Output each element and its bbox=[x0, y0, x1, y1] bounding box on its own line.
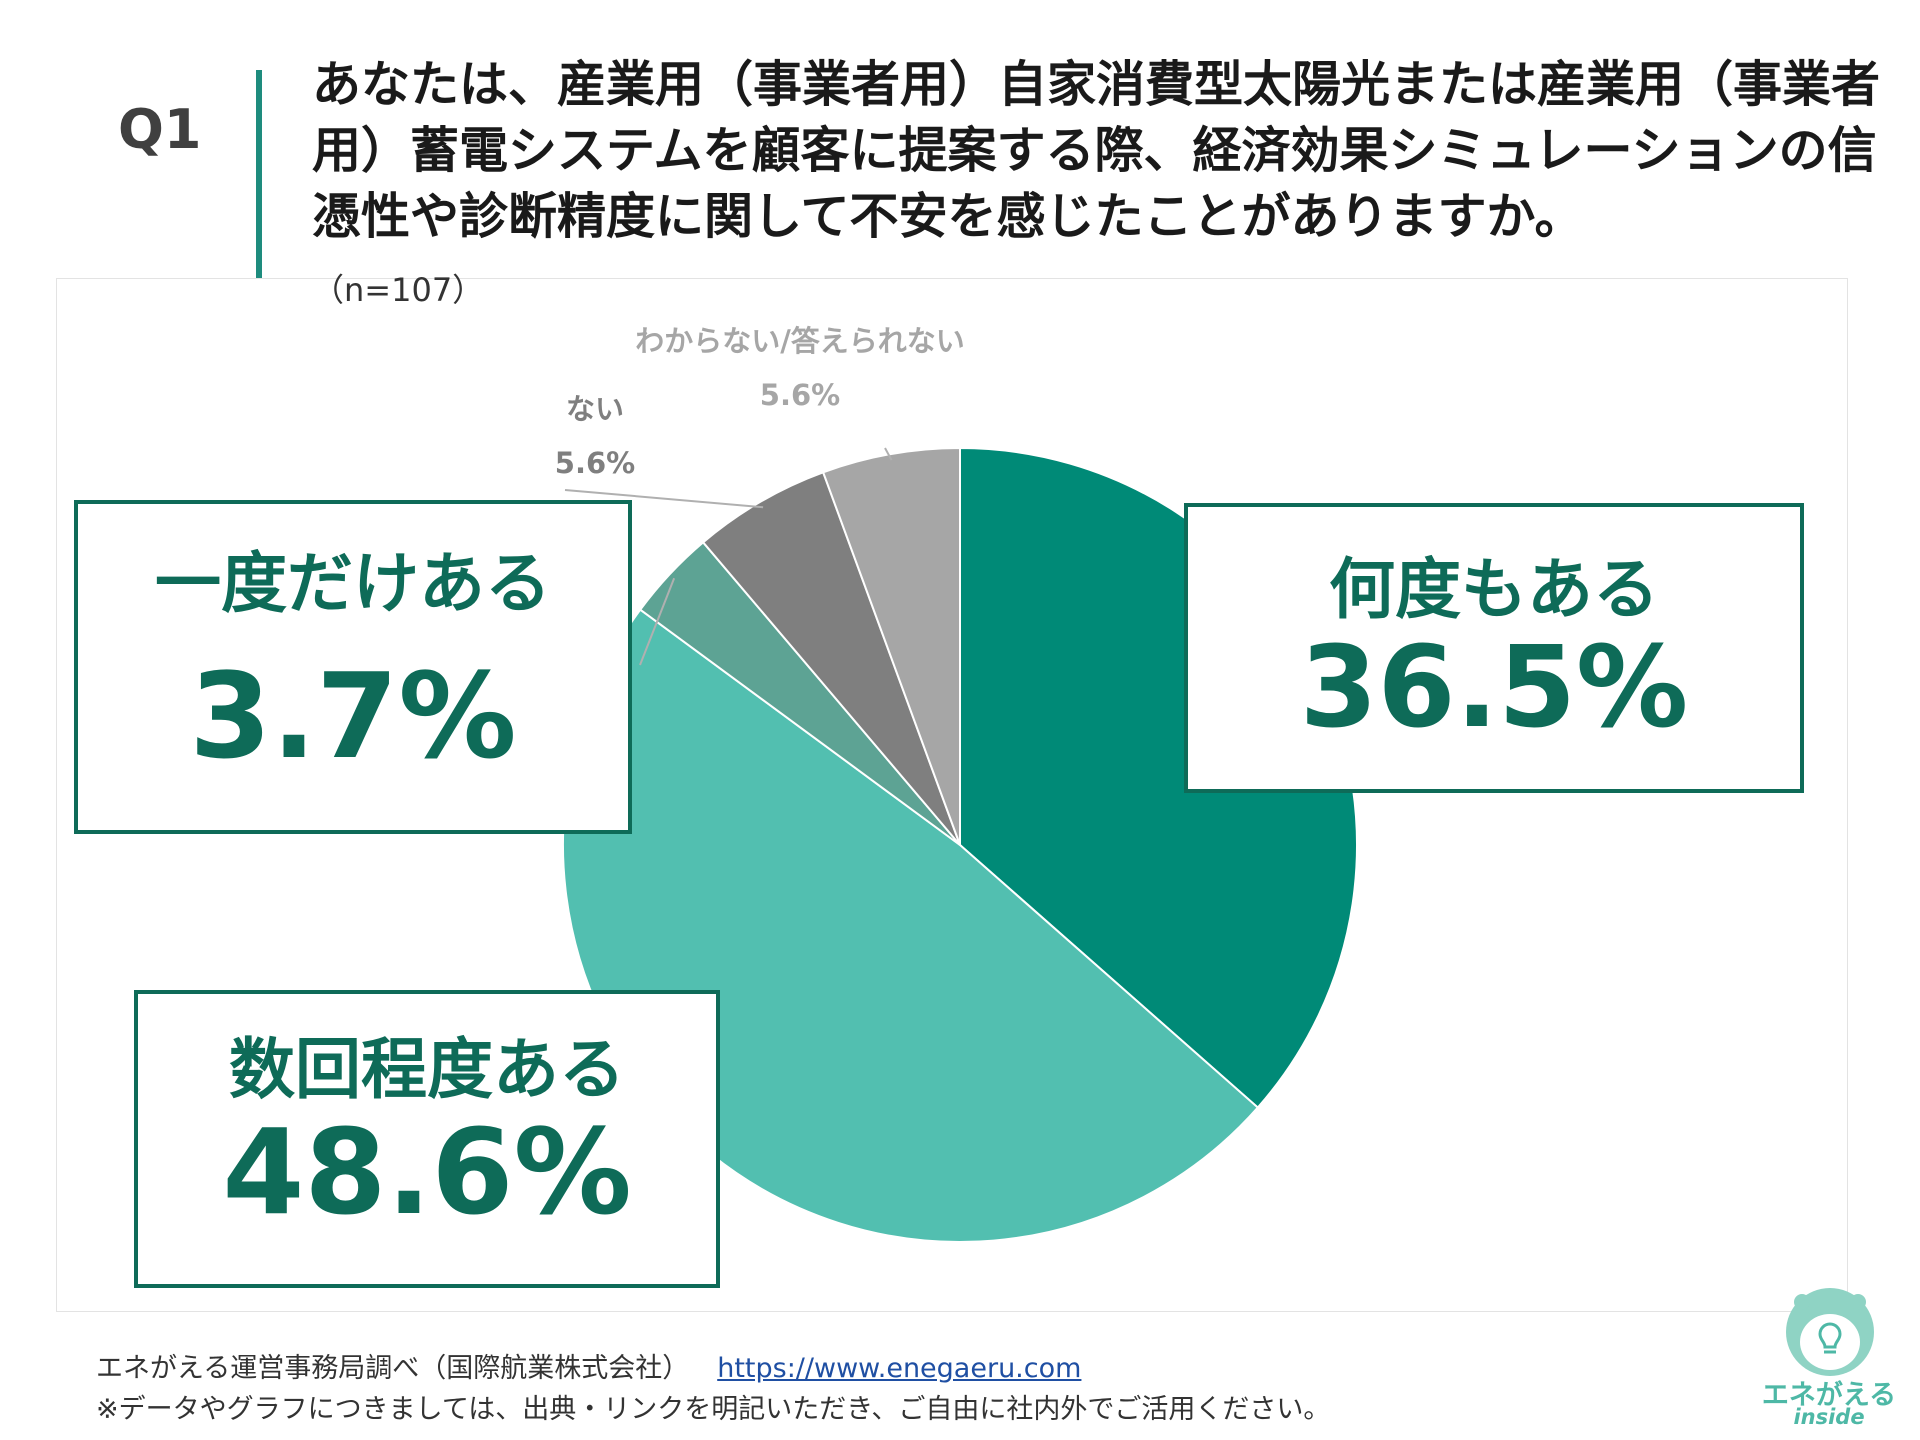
callout-value: 48.6% bbox=[222, 1103, 632, 1241]
callout-several-times: 数回程度ある 48.6% bbox=[134, 990, 720, 1288]
label-no: ない 5.6% bbox=[540, 382, 650, 490]
label-category: ない bbox=[565, 392, 624, 426]
callout-label: 一度だけある bbox=[155, 545, 551, 622]
leader-line-once bbox=[639, 577, 676, 666]
leader-line-unknown bbox=[884, 447, 893, 461]
lightbulb-mascot-icon bbox=[1786, 1288, 1874, 1376]
label-value: 5.6% bbox=[554, 446, 636, 480]
question-text: あなたは、産業用（事業者用）自家消費型太陽光または産業用（事業者用）蓄電システム… bbox=[312, 56, 1881, 245]
label-unknown: わからない/答えられない 5.6% bbox=[580, 314, 1020, 422]
slice-no bbox=[701, 471, 961, 846]
divider-bar bbox=[256, 70, 262, 280]
leader-line-no bbox=[564, 489, 764, 509]
callout-label: 何度もある bbox=[1329, 551, 1659, 628]
logo-name: エネがえる bbox=[1761, 1380, 1897, 1411]
logo-sub: inside bbox=[1793, 1405, 1865, 1429]
usage-note: ※データやグラフにつきましては、出典・リンクを明記いただき、ご自由に社内外でご活… bbox=[96, 1394, 1331, 1425]
callout-value: 36.5% bbox=[1299, 623, 1689, 753]
sample-size: （n=107） bbox=[312, 271, 485, 309]
question-number: Q1 bbox=[118, 98, 202, 161]
source-link[interactable]: https://www.enegaeru.com bbox=[717, 1353, 1082, 1384]
callout-value: 3.7% bbox=[189, 647, 517, 785]
label-category: わからない/答えられない bbox=[635, 324, 965, 358]
callout-once: 一度だけある 3.7% bbox=[74, 500, 632, 834]
slice-unknown bbox=[821, 446, 961, 846]
source-text: エネがえる運営事務局調べ（国際航業株式会社） bbox=[96, 1353, 690, 1384]
callout-many-times: 何度もある 36.5% bbox=[1184, 503, 1804, 793]
source-line: エネがえる運営事務局調べ（国際航業株式会社） https://www.enegae… bbox=[96, 1346, 1081, 1385]
label-value: 5.6% bbox=[759, 378, 841, 412]
callout-label: 数回程度ある bbox=[229, 1031, 625, 1108]
